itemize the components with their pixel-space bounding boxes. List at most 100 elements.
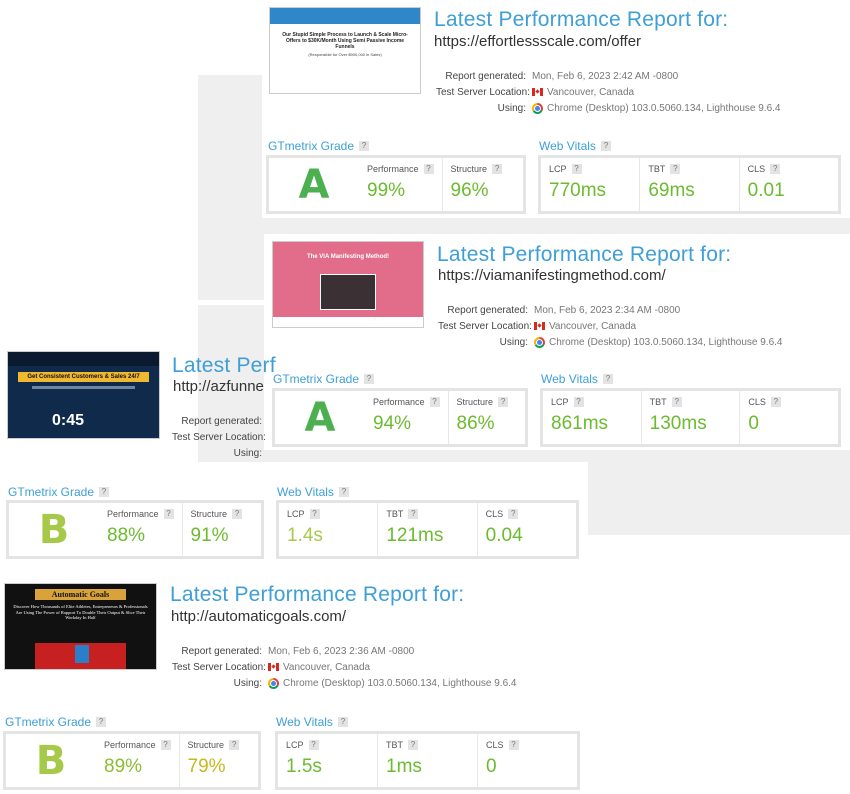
- tbt-label: TBT: [386, 740, 403, 750]
- help-icon[interactable]: ?: [423, 164, 434, 174]
- structure-value: 96%: [450, 180, 489, 201]
- help-icon[interactable]: ?: [96, 717, 107, 727]
- thumb-headline: Automatic Goals: [35, 589, 126, 600]
- help-icon[interactable]: ?: [338, 487, 349, 497]
- canada-flag-icon: [532, 88, 543, 96]
- help-icon[interactable]: ?: [602, 374, 613, 384]
- page-screenshot-thumbnail[interactable]: Get Consistent Customers & Sales 24/7 0:…: [7, 351, 160, 439]
- generated-label: Report generated:: [181, 645, 262, 657]
- cls-value: 0.04: [485, 525, 523, 546]
- grade-box: B Performance? 88% Structure? 91%: [6, 500, 264, 559]
- performance-value: 89%: [104, 756, 143, 777]
- page-screenshot-thumbnail[interactable]: The VIA Manifesting Method!: [272, 241, 424, 328]
- gtmetrix-grade-heading: GTmetrix Grade?: [8, 485, 110, 499]
- tbt-value: 130ms: [649, 413, 707, 434]
- page-screenshot-thumbnail[interactable]: Automatic Goals Discover How Thousands o…: [4, 583, 157, 670]
- help-icon[interactable]: ?: [308, 740, 319, 750]
- location-value: Vancouver, Canada: [283, 661, 371, 673]
- cls-value: 0: [486, 756, 497, 777]
- canada-flag-icon: [534, 322, 545, 330]
- help-icon[interactable]: ?: [429, 397, 440, 407]
- grade-letter: A: [298, 161, 330, 208]
- web-vitals-heading: Web Vitals?: [541, 372, 613, 386]
- chrome-icon: [534, 336, 545, 348]
- video-timer[interactable]: 0:45: [52, 412, 85, 429]
- help-icon[interactable]: ?: [508, 509, 519, 519]
- help-icon[interactable]: ?: [229, 740, 240, 750]
- report-meta: Report generated: Mon, Feb 6, 2023 2:34 A…: [438, 302, 783, 350]
- web-vitals-box: LCP? 861ms TBT? 130ms CLS? 0: [540, 388, 841, 447]
- performance-value: 94%: [373, 413, 412, 434]
- report-title: Latest Performance Report for:: [437, 243, 732, 266]
- tbt-value: 69ms: [648, 180, 695, 201]
- structure-label: Structure: [450, 164, 488, 174]
- lcp-label: LCP: [549, 164, 567, 174]
- cls-label: CLS: [748, 397, 766, 407]
- chrome-icon: [532, 102, 543, 114]
- help-icon[interactable]: ?: [770, 164, 781, 174]
- help-icon[interactable]: ?: [571, 164, 582, 174]
- help-icon[interactable]: ?: [770, 397, 781, 407]
- using-value: Chrome (Desktop) 103.0.5060.134, Lightho…: [283, 677, 517, 689]
- report-title: Latest Performance Report for:: [170, 583, 465, 606]
- lcp-label: LCP: [551, 397, 569, 407]
- web-vitals-heading: Web Vitals?: [276, 715, 348, 729]
- performance-label: Performance: [107, 509, 159, 519]
- generated-value: Mon, Feb 6, 2023 2:34 AM -0800: [534, 304, 681, 316]
- generated-value: Mon, Feb 6, 2023 2:42 AM -0800: [532, 70, 679, 82]
- gtmetrix-grade-heading: GTmetrix Grade?: [273, 372, 375, 386]
- tbt-label: TBT: [649, 397, 667, 407]
- lcp-value: 1.4s: [287, 525, 323, 546]
- help-icon[interactable]: ?: [408, 740, 418, 750]
- canada-flag-icon: [268, 663, 279, 671]
- report-title: Latest Performance Report for:: [434, 8, 729, 31]
- help-icon[interactable]: ?: [232, 509, 243, 519]
- help-icon[interactable]: ?: [364, 374, 375, 384]
- structure-label: Structure: [190, 509, 228, 519]
- web-vitals-box: LCP? 1.4s TBT? 121ms CLS? 0.04: [276, 500, 579, 559]
- grade-box: B Performance? 89% Structure? 79%: [3, 731, 261, 790]
- help-icon[interactable]: ?: [160, 740, 171, 750]
- report-url[interactable]: http://azfunne: [173, 378, 264, 395]
- web-vitals-box: LCP? 770ms TBT? 69ms CLS? 0.01: [538, 155, 841, 214]
- cls-label: CLS: [485, 509, 504, 519]
- using-label: Using:: [497, 102, 526, 114]
- report-url[interactable]: https://effortlessscale.com/offer: [434, 33, 642, 50]
- help-icon[interactable]: ?: [163, 509, 174, 519]
- using-value: Chrome (Desktop) 103.0.5060.134, Lightho…: [547, 102, 781, 114]
- tbt-label: TBT: [386, 509, 404, 519]
- performance-label: Performance: [104, 740, 156, 750]
- help-icon[interactable]: ?: [492, 164, 503, 174]
- web-vitals-heading: Web Vitals?: [539, 139, 611, 153]
- gtmetrix-grade-heading: GTmetrix Grade?: [268, 139, 370, 153]
- page-screenshot-thumbnail[interactable]: Our Stupid Simple Process to Launch & Sc…: [269, 7, 421, 94]
- report-meta: Report generated: Test Server Location: …: [172, 413, 268, 461]
- lcp-label: LCP: [286, 740, 304, 750]
- performance-label: Performance: [367, 164, 419, 174]
- help-icon[interactable]: ?: [671, 397, 682, 407]
- report-url[interactable]: https://viamanifestingmethod.com/: [438, 267, 666, 284]
- help-icon[interactable]: ?: [573, 397, 584, 407]
- help-icon[interactable]: ?: [99, 487, 110, 497]
- report-url[interactable]: http://automaticgoals.com/: [171, 608, 347, 625]
- help-icon[interactable]: ?: [359, 141, 370, 151]
- help-icon[interactable]: ?: [670, 164, 681, 174]
- lcp-value: 1.5s: [286, 756, 322, 777]
- thumb-headline: Our Stupid Simple Process to Launch & Sc…: [282, 32, 408, 50]
- help-icon[interactable]: ?: [337, 717, 348, 727]
- help-icon[interactable]: ?: [498, 397, 509, 407]
- help-icon[interactable]: ?: [408, 509, 419, 519]
- cls-label: CLS: [486, 740, 504, 750]
- performance-value: 88%: [107, 525, 146, 546]
- report-title: Latest Perf: [172, 354, 276, 377]
- structure-label: Structure: [456, 397, 494, 407]
- help-icon[interactable]: ?: [309, 509, 320, 519]
- help-icon[interactable]: ?: [508, 740, 519, 750]
- help-icon[interactable]: ?: [600, 141, 611, 151]
- using-label: Using:: [233, 447, 262, 459]
- grade-letter: B: [35, 737, 67, 784]
- tbt-value: 121ms: [386, 525, 444, 546]
- thumb-subline: (Responsible for Over $900,000 in Sales): [308, 52, 382, 57]
- generated-label: Report generated:: [447, 304, 528, 316]
- report-meta: Report generated: Mon, Feb 6, 2023 2:42 A…: [436, 68, 781, 116]
